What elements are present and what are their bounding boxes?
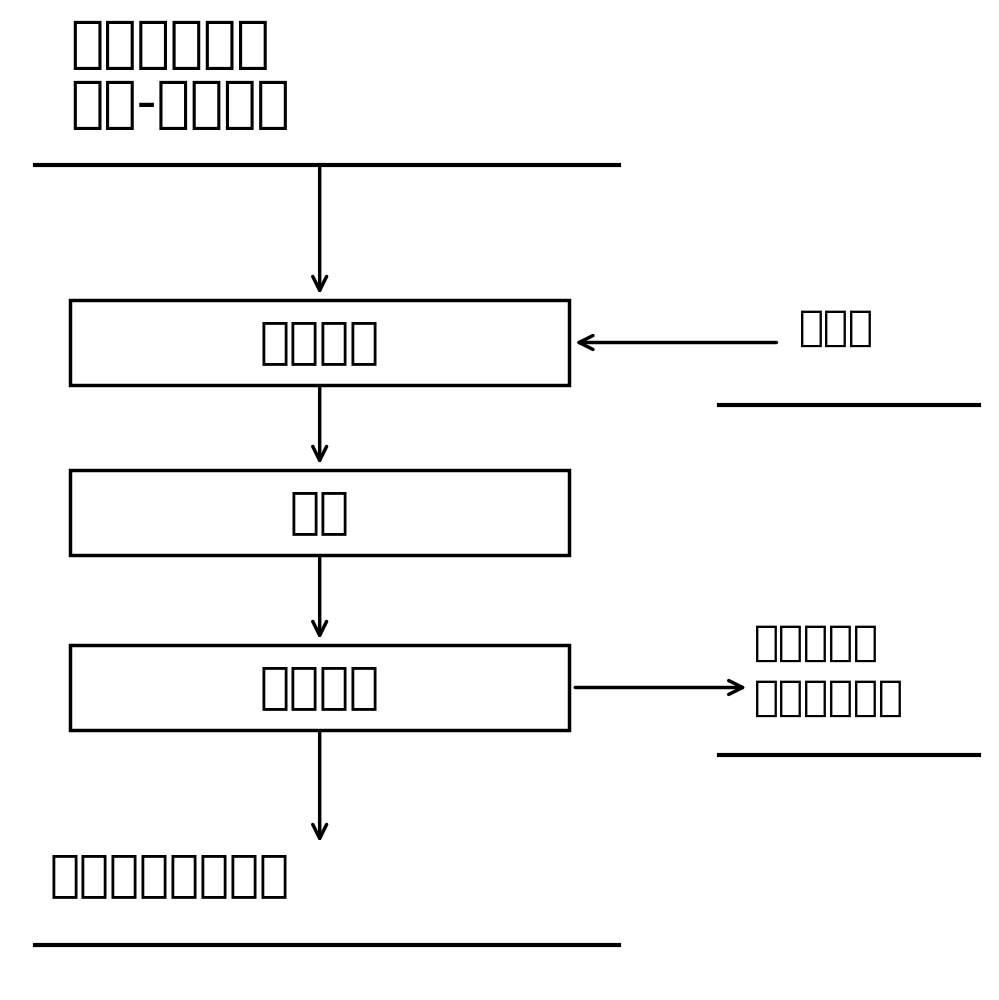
Text: 含有锑元素的: 含有锑元素的 (70, 18, 270, 72)
Text: 除锑后溶液: 除锑后溶液 (754, 621, 879, 664)
Text: （循环利用）: （循环利用） (754, 676, 904, 718)
Text: 氧化剂: 氧化剂 (799, 306, 874, 349)
Text: 五价锑氧化物固体: 五价锑氧化物固体 (50, 851, 290, 899)
Text: 氧化沉淀: 氧化沉淀 (260, 318, 380, 366)
Text: 陈化: 陈化 (290, 488, 350, 536)
Bar (70, 470, 569, 555)
Bar (70, 300, 569, 385)
Bar (70, 645, 569, 730)
Text: 固液分离: 固液分离 (260, 664, 380, 712)
Text: 盐酸-氯盐溶液: 盐酸-氯盐溶液 (70, 78, 290, 132)
